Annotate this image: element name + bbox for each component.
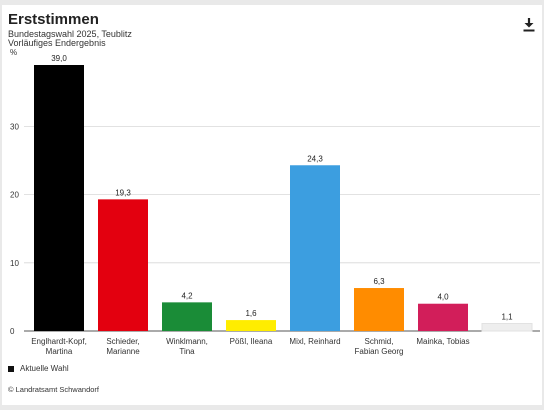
legend[interactable]: Aktuelle Wahl bbox=[8, 364, 69, 373]
data-label: 39,0 bbox=[51, 54, 67, 63]
legend-label: Aktuelle Wahl bbox=[20, 364, 69, 373]
bar bbox=[290, 165, 340, 331]
chart-title: Erststimmen bbox=[8, 11, 99, 28]
data-label: 1,1 bbox=[501, 312, 513, 321]
x-tick-label: Schieder, bbox=[106, 337, 139, 346]
x-tick-label: Tina bbox=[179, 347, 195, 356]
bar bbox=[418, 303, 468, 331]
x-tick-label: Mainka, Tobias bbox=[416, 337, 469, 346]
bar bbox=[354, 288, 404, 331]
y-tick-label: 30 bbox=[10, 122, 19, 131]
data-label: 4,2 bbox=[181, 291, 193, 300]
data-label: 1,6 bbox=[245, 309, 257, 318]
data-label: 24,3 bbox=[307, 154, 323, 163]
y-tick-label: 10 bbox=[10, 259, 19, 268]
bar bbox=[34, 65, 84, 331]
y-tick-label: 0 bbox=[10, 327, 15, 336]
bar bbox=[226, 320, 276, 331]
x-tick-label: Fabian Georg bbox=[355, 347, 404, 356]
y-tick-label: 20 bbox=[10, 191, 19, 200]
data-label: 4,0 bbox=[437, 293, 449, 302]
x-tick-label: Mixl, Reinhard bbox=[289, 337, 340, 346]
data-label: 6,3 bbox=[373, 277, 385, 286]
bar-chart: % 0 10 20 30 39,0 Englhardt-Kopf,Martina 19,3 Sc… bbox=[10, 48, 540, 356]
source-note: © Landratsamt Schwandorf bbox=[8, 385, 99, 394]
bar bbox=[98, 199, 148, 331]
legend-swatch bbox=[8, 365, 14, 372]
data-label: 19,3 bbox=[115, 188, 131, 197]
bar bbox=[162, 302, 212, 331]
x-tick-label: Winklmann, bbox=[166, 337, 208, 346]
y-axis-unit: % bbox=[10, 48, 17, 57]
x-tick-label: Englhardt-Kopf, bbox=[31, 337, 87, 346]
bar bbox=[481, 322, 533, 332]
x-tick-label: Pößl, Ileana bbox=[230, 337, 273, 346]
chart-card: Erststimmen Bundestagswahl 2025, Teublit… bbox=[2, 5, 542, 405]
chart-status: Vorläufiges Endergebnis bbox=[8, 38, 106, 48]
chart-subtitle: Bundestagswahl 2025, Teublitz bbox=[8, 29, 132, 39]
x-tick-label: Marianne bbox=[106, 347, 140, 356]
download-icon[interactable] bbox=[522, 17, 536, 33]
x-tick-label: Martina bbox=[46, 347, 73, 356]
x-tick-label: Schmid, bbox=[365, 337, 394, 346]
